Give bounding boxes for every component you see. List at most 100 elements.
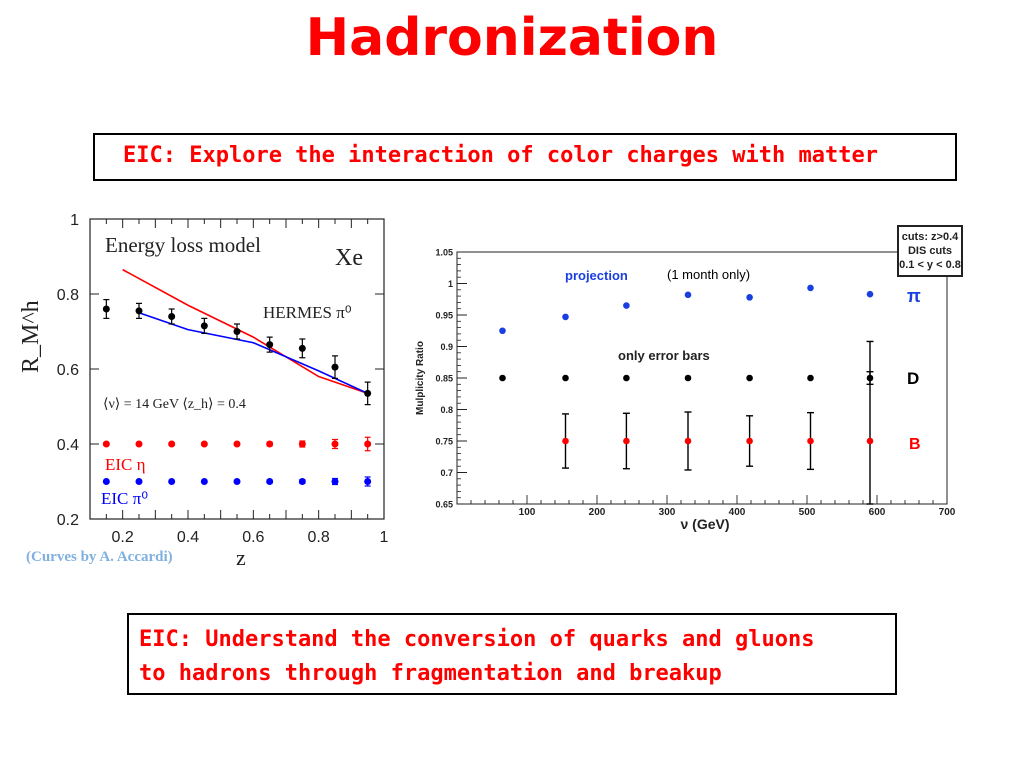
slide-title: Hadronization: [305, 8, 719, 68]
left-y-axis-label: R_M^h: [18, 300, 44, 373]
data-point: [623, 302, 630, 309]
cuts-line-2: DIS cuts: [908, 245, 952, 257]
data-point: [623, 437, 630, 445]
data-point: [298, 440, 306, 448]
left-x-tick-label: 0.2: [112, 529, 134, 546]
data-point: [562, 437, 569, 445]
left-y-tick-label: 0.2: [57, 512, 79, 529]
projection-note: (1 month only): [667, 267, 750, 282]
d-series-label: D: [907, 369, 919, 388]
data-point: [102, 305, 110, 313]
pi-series-label: π: [907, 286, 921, 306]
objective-box-bottom: EIC: Understand the conversion of quarks…: [127, 613, 897, 695]
data-point: [200, 322, 208, 330]
data-point: [200, 478, 208, 485]
right-y-tick-label: 0.95: [435, 311, 453, 321]
eic-eta-legend: EIC η: [105, 455, 146, 474]
right-y-axis-label: Mulplicity Ratio: [415, 341, 426, 415]
data-point: [102, 478, 110, 485]
right-x-tick-label: 200: [589, 507, 606, 518]
right-y-tick-label: 0.65: [435, 500, 453, 510]
kinematics-label: ⟨ν⟩ = 14 GeV ⟨z_h⟩ = 0.4: [103, 397, 246, 412]
data-point: [746, 294, 753, 301]
energy-loss-chart: 0.2 0.4 0.6 0.8 1 0.2 0.4 0.6 0.8 1 Energy loss …: [18, 212, 389, 570]
data-point: [364, 478, 372, 485]
left-x-tick-label: 0.4: [177, 529, 199, 546]
data-point: [684, 291, 692, 299]
data-point: [807, 374, 814, 382]
right-x-tick-label: 600: [869, 507, 886, 518]
cuts-line-1: cuts: z>0.4: [902, 231, 959, 243]
right-x-tick-label: 100: [519, 507, 536, 518]
data-point: [233, 478, 241, 485]
data-point: [200, 440, 208, 448]
cuts-line-3: 0.1 < y < 0.8: [899, 259, 961, 271]
data-point: [807, 437, 814, 445]
data-point: [331, 478, 339, 485]
b-series-label: B: [909, 436, 921, 453]
right-x-tick-label: 300: [659, 507, 676, 518]
data-point: [499, 327, 506, 335]
objective-text-bottom-line-1: EIC: Understand the conversion of quarks…: [139, 627, 815, 652]
data-point: [168, 440, 176, 448]
data-point: [807, 284, 814, 292]
model-curve: [122, 268, 368, 395]
data-point: [331, 440, 339, 448]
left-y-tick-label: 0.8: [57, 287, 79, 304]
hermes-legend: HERMES π⁰: [263, 303, 352, 322]
data-point: [298, 478, 306, 485]
left-chart-title: Energy loss model: [105, 233, 261, 257]
objective-box-top: EIC: Explore the interaction of color ch…: [93, 133, 957, 181]
eic-pi0-legend: EIC π⁰: [101, 489, 148, 508]
data-point: [562, 313, 569, 321]
data-point: [364, 440, 372, 448]
data-point: [684, 374, 692, 382]
data-point: [499, 374, 506, 382]
data-point: [746, 374, 753, 382]
data-point: [266, 478, 274, 485]
data-point: [746, 437, 753, 445]
projection-label: projection: [565, 268, 628, 283]
cuts-box: [897, 225, 963, 277]
right-y-tick-label: 1: [448, 279, 453, 289]
right-y-tick-label: 0.7: [440, 468, 453, 478]
right-y-tick-label: 0.85: [435, 374, 453, 384]
right-x-tick-label: 500: [799, 507, 816, 518]
multiplicity-ratio-chart: 0.65 0.7 0.75 0.8 0.85 0.9 0.95 1 1.05 100 200 300…: [415, 225, 963, 532]
objective-text-top: EIC: Explore the interaction of color ch…: [123, 143, 878, 168]
nucleus-label: Xe: [335, 245, 363, 271]
data-point: [866, 437, 874, 445]
left-x-tick-label: 0.6: [242, 529, 264, 546]
data-point: [684, 437, 692, 445]
left-x-tick-label: 1: [380, 529, 389, 546]
right-x-axis-label: ν (GeV): [680, 516, 729, 532]
objective-text-bottom-line-2: to hadrons through fragmentation and bre…: [139, 661, 722, 686]
curves-credit: (Curves by A. Accardi): [26, 549, 173, 565]
data-point: [135, 478, 143, 485]
data-point: [233, 328, 241, 335]
data-point: [331, 363, 339, 371]
right-y-tick-label: 1.05: [435, 248, 453, 258]
data-point: [562, 374, 569, 382]
data-point: [298, 344, 306, 352]
data-point: [135, 440, 143, 448]
data-point: [168, 313, 176, 320]
data-point: [168, 478, 176, 485]
data-point: [233, 440, 241, 448]
data-point: [102, 440, 110, 448]
right-x-tick-label: 400: [729, 507, 746, 518]
left-y-tick-label: 1: [70, 212, 79, 229]
data-point: [866, 290, 874, 298]
right-y-tick-label: 0.9: [440, 342, 453, 352]
left-x-axis-label: z: [236, 545, 246, 570]
right-y-tick-label: 0.8: [440, 405, 453, 415]
data-point: [266, 341, 274, 349]
data-point: [266, 440, 274, 448]
data-point: [623, 374, 630, 382]
error-bars-note: only error bars: [618, 348, 710, 363]
left-x-tick-label: 0.8: [308, 529, 330, 546]
left-y-tick-label: 0.6: [57, 362, 79, 379]
data-point: [364, 389, 372, 397]
right-plot-frame: [456, 251, 948, 505]
right-y-tick-label: 0.75: [435, 437, 453, 447]
